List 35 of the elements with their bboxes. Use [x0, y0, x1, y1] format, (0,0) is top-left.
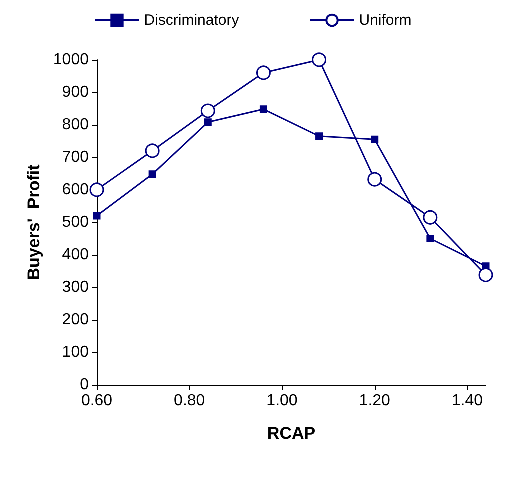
legend-label: Uniform [359, 12, 412, 29]
y-axis-title: Buyers' Profit [24, 164, 44, 280]
x-tick-label: 1.00 [266, 392, 298, 410]
point [260, 106, 268, 114]
point [93, 212, 101, 220]
y-tick-label: 600 [62, 182, 90, 198]
y-tick-label: 100 [62, 344, 90, 361]
x-axis-title: RCAP [267, 424, 316, 443]
y-tick-label: 300 [62, 279, 90, 296]
point [204, 118, 212, 126]
point [478, 268, 494, 282]
point [200, 104, 216, 118]
point [90, 182, 104, 198]
y-tick-label: 800 [62, 116, 90, 134]
y-tick-label: 500 [62, 214, 90, 231]
point [145, 144, 160, 158]
point [316, 132, 324, 140]
y-tick-label: 400 [62, 246, 90, 264]
point [426, 235, 434, 242]
point [148, 170, 156, 178]
y-tick-label: 200 [62, 312, 90, 328]
x-tick-label: 1.40 [452, 392, 484, 410]
point [423, 210, 438, 225]
point [371, 136, 379, 144]
point [256, 66, 271, 80]
y-tick-label: 0 [80, 376, 90, 394]
point [368, 172, 382, 187]
y-tick-label: 700 [62, 149, 90, 166]
x-tick-label: 0.60 [81, 392, 113, 410]
x-tick-label: 0.80 [174, 392, 206, 410]
y-tick-label: 900 [62, 84, 90, 101]
point [312, 52, 327, 68]
y-tick-label: 1000 [53, 52, 90, 68]
x-tick-label: 1.20 [359, 392, 391, 410]
legend-label: Discriminatory [144, 12, 240, 29]
